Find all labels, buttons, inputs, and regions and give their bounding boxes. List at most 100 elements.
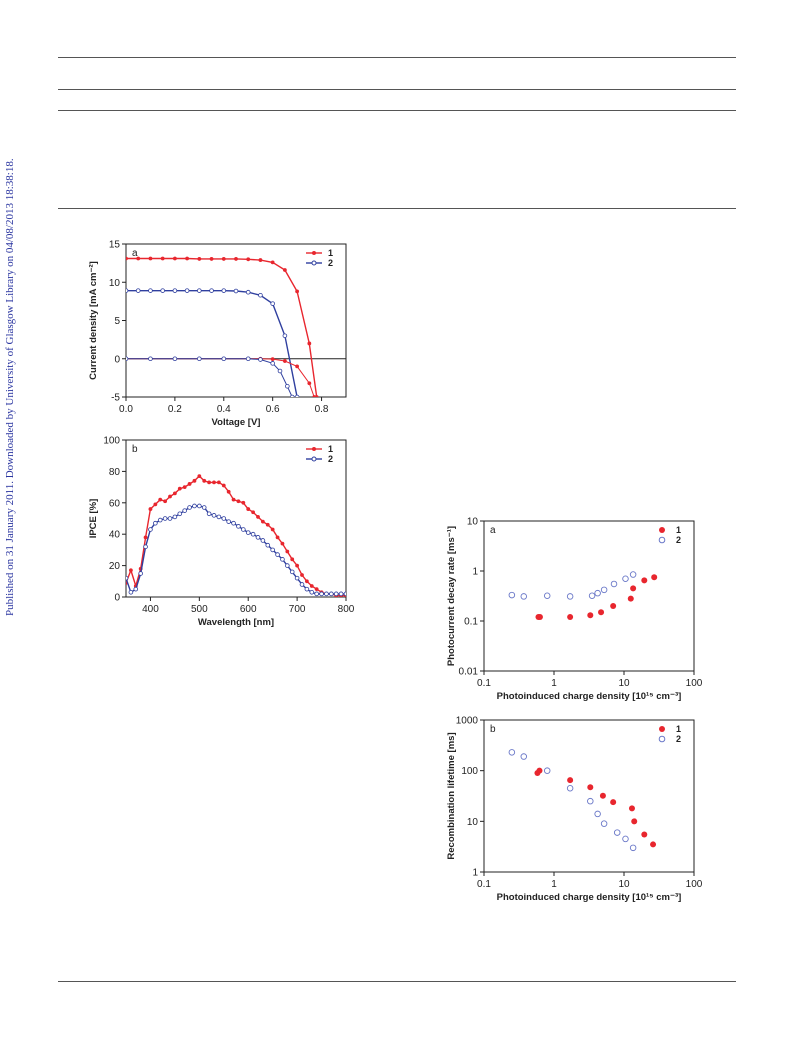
series-1-point [158,497,163,502]
series-1-point [265,522,270,527]
header-rule-4 [58,208,736,209]
y-tick-label: 0 [114,354,120,365]
series-2-line [126,505,346,595]
series-2-point [192,503,197,509]
series-2-point [231,520,236,526]
series-1-point [285,549,290,554]
series-1-point [290,557,295,562]
series-1-point [136,256,141,261]
y-tick-label: 10 [467,517,479,528]
series-1-line [126,475,346,597]
legend-label-2: 2 [328,258,333,268]
series-2-point [622,835,629,843]
series-2-line [126,358,293,397]
series-2-point [543,767,551,774]
series-2-point [197,288,202,293]
series-1-line [126,257,318,397]
series-2-point [304,586,310,592]
series-1-point [182,485,187,489]
y-tick-label: 100 [461,766,478,777]
series-2-point [258,357,263,362]
series-2-point [201,505,207,510]
series-1-point [295,364,300,369]
series-1-point [207,480,212,485]
series-2-point [333,591,339,597]
series-2-point [329,591,334,597]
series-2-point [324,591,329,597]
y-tick-label: 40 [109,530,121,541]
ipce-chart: 400 500 600 700 800 0 20 40 60 80 100 Wavelength [n… [88,436,355,629]
series-2-point [610,580,618,588]
jv-chart: 0.0 0.2 0.4 0.6 0.8 -5 0 5 10 15 Voltage [V] Curren… [88,240,347,428]
series-1-point [185,256,190,261]
series-1-point [598,609,605,616]
series-2-point [226,519,231,524]
series-2-point [299,582,305,587]
series-1-point [187,482,192,486]
x-tick-label: 100 [686,678,703,689]
legend-marker-1 [312,447,316,451]
series-2-point [221,356,227,362]
x-tick-label: 800 [338,604,355,615]
series-1-point [282,268,287,272]
y-axis-label: Recombination lifetime [ms] [446,732,457,859]
footer-rule [58,981,736,982]
x-tick-label: 700 [289,604,306,615]
y-tick-label: 10 [109,278,121,289]
series-1-point [610,799,617,806]
series-1-point [177,486,182,491]
series-1-point [300,573,304,577]
series-2-point [265,542,271,548]
series-2-point [289,569,295,575]
series-2-point [153,520,158,526]
series-1-point [168,494,172,499]
legend-label-1: 1 [328,444,333,454]
series-2-point [162,516,168,521]
y-tick-label: 0 [114,593,120,604]
series-2-point [343,591,346,597]
series-2-point [338,591,344,597]
series-1-point [202,478,207,483]
series-1-point [128,568,133,573]
series-1-point [627,595,634,602]
x-tick-label: 0.1 [477,678,491,689]
series-1-point [587,612,594,619]
panel-label: a [132,248,138,259]
series-2-point [187,505,192,510]
panel-label: b [490,724,496,735]
series-2-point [143,544,148,550]
x-tick-label: 500 [191,604,208,615]
series-1-point [231,497,236,502]
series-1-point [275,535,280,540]
series-2-point [245,289,251,295]
series-1-point [295,289,300,294]
y-tick-label: 15 [109,240,121,251]
series-2-point [172,514,178,520]
x-tick-label: 10 [618,879,630,890]
series-2-point [285,563,290,568]
series-2-point [282,333,288,339]
series-1-point [309,584,314,588]
legend-label-1: 1 [676,525,681,535]
y-tick-label: 1 [472,868,478,879]
series-2-point [209,288,214,293]
series-1-point [270,260,275,265]
series-1-point [536,614,543,621]
series-2-point [172,288,178,293]
series-1-point [172,256,177,261]
series-1-point [587,784,594,791]
legend-label-2: 2 [676,734,681,744]
x-tick-label: 0.2 [168,404,182,415]
series-1-point [628,805,635,812]
series-1-point [630,585,637,592]
series-1-point [641,577,648,584]
series-2-point [566,784,574,792]
series-2-point [629,844,637,852]
y-tick-label: 0.1 [464,617,478,628]
series-1-point [650,841,657,848]
download-notice: Published on 31 January 2011. Downloaded… [4,158,16,616]
series-2-point [508,749,516,756]
series-2-point [588,592,596,599]
legend-marker-1 [659,527,665,533]
